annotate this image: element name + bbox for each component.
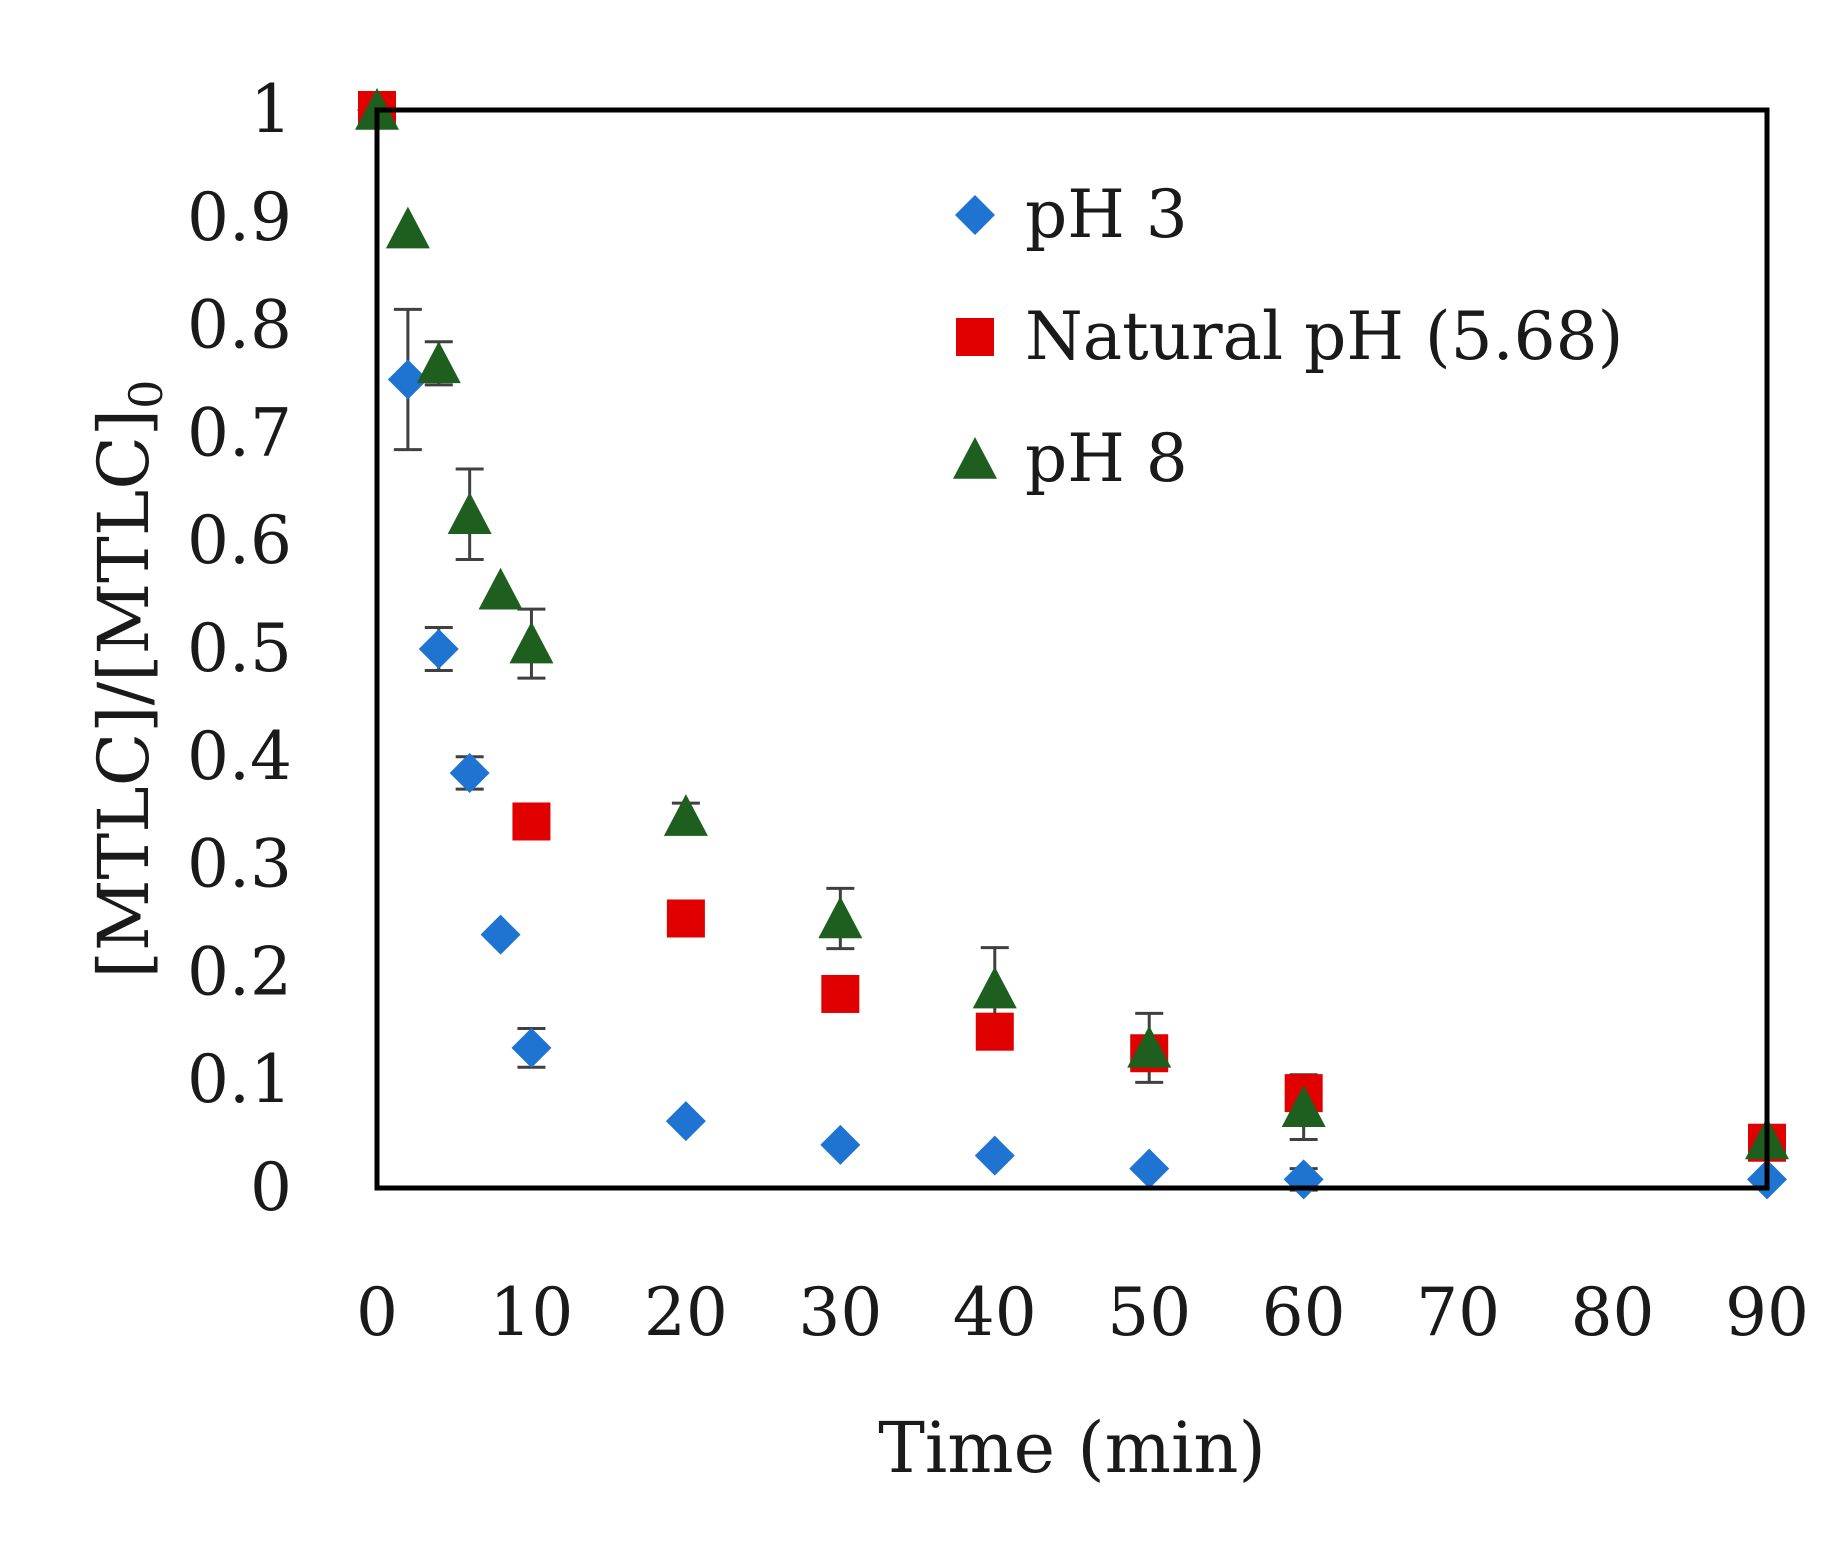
data-point-ph-3 — [665, 1101, 706, 1142]
data-point-ph-3 — [1129, 1148, 1170, 1189]
x-tick-label: 30 — [798, 1274, 882, 1351]
data-point-ph-8 — [385, 206, 430, 249]
x-tick-label: 90 — [1725, 1274, 1809, 1351]
data-point-natural-ph-5-68 — [975, 1012, 1014, 1051]
x-tick-label: 10 — [489, 1274, 573, 1351]
y-tick-label: 0 — [250, 1149, 292, 1226]
x-axis-title: Time (min) — [878, 1407, 1266, 1489]
plot-area-frame — [374, 107, 1770, 1191]
legend-marker-ph-8 — [953, 437, 997, 479]
x-tick-label: 40 — [953, 1274, 1037, 1351]
legend: pH 3 Natural pH (5.68) pH 8 — [953, 176, 1623, 497]
data-point-ph-3 — [449, 752, 490, 793]
y-tick-label: 0.7 — [187, 394, 292, 471]
data-point-natural-ph-5-68 — [512, 802, 551, 841]
data-point-natural-ph-5-68 — [666, 899, 705, 938]
y-tick-label: 1 — [250, 71, 292, 148]
data-point-ph-8 — [416, 341, 461, 384]
data-point-ph-3 — [418, 629, 459, 669]
data-point-ph-8 — [447, 492, 492, 535]
legend-item-ph-8: pH 8 — [953, 420, 1188, 497]
x-tick-label: 60 — [1262, 1274, 1346, 1351]
y-axis-title-main: [MTLC]/[MTLC] — [83, 409, 165, 979]
legend-item-ph-3: pH 3 — [955, 176, 1188, 253]
y-tick-label: 0.8 — [187, 287, 292, 364]
x-tick-label: 80 — [1571, 1274, 1655, 1351]
y-axis-title: [MTLC]/[MTLC]0 — [83, 380, 173, 979]
x-tick-label: 50 — [1107, 1274, 1191, 1351]
y-tick-label: 0.4 — [187, 718, 292, 795]
y-tick-label: 0.1 — [187, 1041, 292, 1118]
y-tick-label: 0.5 — [187, 610, 292, 687]
data-point-ph-3 — [480, 914, 521, 955]
data-point-ph-8 — [1281, 1085, 1326, 1127]
y-tick-label: 0.9 — [187, 179, 292, 256]
legend-marker-natural-ph-5-68 — [956, 318, 994, 356]
data-point-ph-3 — [820, 1124, 861, 1165]
x-tick-labels: 0 10 20 30 40 50 60 70 80 90 — [356, 1274, 1809, 1351]
data-point-ph-8 — [478, 567, 523, 610]
y-tick-label: 0.6 — [187, 502, 292, 579]
data-point-natural-ph-5-68 — [821, 974, 860, 1013]
data-point-ph-3 — [974, 1135, 1015, 1176]
data-point-ph-8 — [1127, 1025, 1172, 1068]
y-tick-labels: 0 0.1 0.2 0.3 0.4 0.5 0.6 0.7 0.8 0.9 1 — [187, 71, 292, 1226]
legend-item-natural-ph-5-68: Natural pH (5.68) — [956, 298, 1623, 375]
data-point-ph-8 — [509, 621, 554, 664]
data-point-ph-3 — [387, 359, 428, 400]
y-tick-label: 0.3 — [187, 826, 292, 903]
legend-label: pH 8 — [1025, 420, 1188, 497]
legend-label: Natural pH (5.68) — [1025, 298, 1623, 375]
legend-marker-ph-3 — [955, 195, 995, 235]
data-point-ph-8 — [972, 966, 1017, 1009]
y-axis-title-subscript: 0 — [119, 380, 173, 409]
y-tick-label: 0.2 — [187, 933, 292, 1010]
data-point-ph-8 — [663, 794, 708, 836]
x-tick-label: 20 — [644, 1274, 728, 1351]
data-point-ph-8 — [818, 896, 863, 939]
x-tick-label: 0 — [356, 1274, 398, 1351]
x-tick-label: 70 — [1416, 1274, 1500, 1351]
legend-label: pH 3 — [1025, 176, 1188, 253]
data-point-ph-3 — [511, 1027, 552, 1068]
